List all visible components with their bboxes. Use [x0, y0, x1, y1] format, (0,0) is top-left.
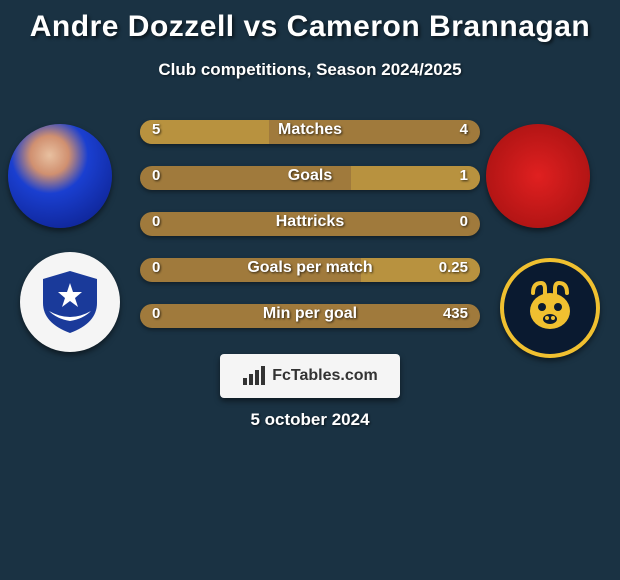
- stat-row: Hattricks0 0: [140, 212, 480, 236]
- stat-label: Matches: [140, 121, 480, 139]
- stat-value-left: 0: [152, 305, 160, 322]
- stat-row: Matches5 4: [140, 120, 480, 144]
- stat-label: Hattricks: [140, 213, 480, 231]
- stat-label: Goals per match: [140, 259, 480, 277]
- stat-row: Goals per match0 0.25: [140, 258, 480, 282]
- infographic-container: Andre Dozzell vs Cameron Brannagan Club …: [0, 0, 620, 580]
- stat-row: Min per goal0 435: [140, 304, 480, 328]
- page-title: Andre Dozzell vs Cameron Brannagan: [0, 0, 620, 44]
- stat-value-right: 0.25: [439, 259, 468, 276]
- watermark-badge: FcTables.com: [220, 354, 400, 398]
- stat-value-left: 5: [152, 121, 160, 138]
- stat-value-left: 0: [152, 259, 160, 276]
- stat-value-right: 1: [460, 167, 468, 184]
- stat-value-right: 4: [460, 121, 468, 138]
- stat-value-right: 435: [443, 305, 468, 322]
- stat-value-left: 0: [152, 213, 160, 230]
- stats-area: Matches54Goals01Hattricks00Goals per mat…: [0, 120, 620, 350]
- watermark-text: FcTables.com: [272, 367, 378, 385]
- stat-value-right: 0: [460, 213, 468, 230]
- stat-label: Goals: [140, 167, 480, 185]
- stat-value-left: 0: [152, 167, 160, 184]
- stat-label: Min per goal: [140, 305, 480, 323]
- stat-row: Goals0 1: [140, 166, 480, 190]
- date-text: 5 october 2024: [0, 410, 620, 430]
- chart-icon: [242, 366, 268, 386]
- subtitle: Club competitions, Season 2024/2025: [0, 60, 620, 80]
